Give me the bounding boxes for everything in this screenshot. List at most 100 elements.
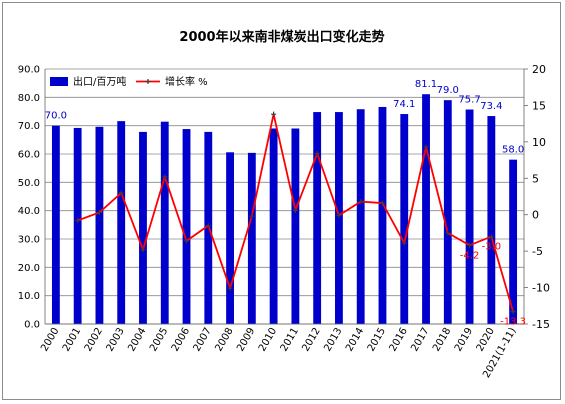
x-tick-label: 2013 bbox=[322, 326, 344, 354]
x-tick-label: 2003 bbox=[105, 326, 127, 354]
bar bbox=[117, 121, 126, 324]
x-tick-label: 2019 bbox=[453, 326, 475, 354]
bar bbox=[378, 106, 387, 324]
bar bbox=[487, 116, 496, 325]
bar bbox=[182, 129, 191, 324]
y-left-tick-label: 20.0 bbox=[18, 263, 40, 274]
line-point-marker bbox=[401, 240, 407, 246]
line-series bbox=[75, 111, 516, 315]
legend-label-export: 出口/百万吨 bbox=[73, 75, 126, 88]
x-tick-label: 2012 bbox=[301, 326, 323, 354]
x-tick-label: 2008 bbox=[213, 326, 235, 354]
y-left-tick-label: 50.0 bbox=[18, 178, 40, 189]
bar bbox=[335, 112, 343, 324]
bar bbox=[422, 94, 430, 324]
chart-title: 2000年以来南非煤炭出口变化走势 bbox=[179, 29, 384, 45]
y-right-tick-label: -10 bbox=[532, 282, 550, 295]
bar bbox=[509, 159, 518, 324]
line-point-marker bbox=[336, 212, 342, 218]
y-right-tick-label: 20 bbox=[532, 63, 546, 76]
line-point-marker bbox=[467, 242, 473, 248]
line-point-marker bbox=[140, 247, 146, 253]
y-left-tick-label: 60.0 bbox=[18, 150, 40, 161]
y-left-tick-label: 40.0 bbox=[18, 206, 40, 217]
line-point-marker bbox=[249, 213, 255, 219]
data-labels: 70.0 74.181.179.075.773.4 58.0 -4.2-3.0 -13.… bbox=[45, 79, 526, 327]
legend-label-growth: 增长率 % bbox=[165, 75, 208, 88]
bar bbox=[269, 128, 278, 324]
line-point-marker bbox=[162, 174, 168, 180]
x-tick-label: 2005 bbox=[148, 326, 170, 354]
line-point-marker bbox=[184, 238, 190, 244]
y-left-tick-label: 30.0 bbox=[18, 235, 40, 246]
bar bbox=[313, 112, 322, 324]
y-left-tick-label: 10.0 bbox=[18, 291, 40, 302]
y-right-tick-label: 15 bbox=[532, 99, 546, 112]
bar bbox=[291, 128, 300, 324]
line-point-marker bbox=[271, 111, 277, 117]
x-tick-label: 2004 bbox=[126, 326, 148, 354]
y-left-tick-label: 0.0 bbox=[24, 320, 40, 331]
bar bbox=[356, 109, 365, 324]
line-point-marker bbox=[445, 230, 451, 236]
bar-value-label: 79.0 bbox=[437, 85, 459, 96]
x-tick-label: 2015 bbox=[366, 326, 388, 354]
bar bbox=[51, 125, 60, 325]
bar bbox=[400, 114, 409, 324]
line-point-marker bbox=[205, 223, 211, 229]
bar-value-label: 58.0 bbox=[502, 145, 524, 156]
legend: 出口/百万吨 增长率 % bbox=[50, 75, 208, 88]
x-tick-label: 2000 bbox=[39, 326, 61, 354]
line-point-marker bbox=[379, 200, 385, 206]
line-point-marker bbox=[423, 144, 429, 150]
bar-series bbox=[51, 94, 518, 325]
line-point-marker bbox=[227, 285, 233, 291]
line-point-marker bbox=[75, 218, 81, 224]
x-tick-label: 2009 bbox=[235, 326, 257, 354]
x-tick-label: 2020 bbox=[475, 326, 497, 354]
y-right-tick-label: 5 bbox=[532, 172, 539, 185]
growth-value-label: -13.3 bbox=[500, 317, 526, 328]
bar-value-label: 75.7 bbox=[458, 95, 480, 106]
y-left-tick-label: 80.0 bbox=[18, 93, 40, 104]
y-left-tick-label: 70.0 bbox=[18, 121, 40, 132]
bar bbox=[139, 131, 147, 324]
y-left-tick-label: 90.0 bbox=[18, 65, 40, 76]
y-right-tick-label: -15 bbox=[532, 318, 550, 331]
bar bbox=[95, 126, 104, 324]
bar-value-label: 73.4 bbox=[480, 101, 502, 112]
chart-svg: 2000年以来南非煤炭出口变化走势 0.0 10.0 20.0 30.0 40.0 50.… bbox=[18, 29, 550, 380]
bar bbox=[465, 109, 474, 325]
bar-value-label: 74.1 bbox=[393, 99, 415, 110]
bar bbox=[160, 121, 169, 324]
x-tick-label: 2017 bbox=[409, 326, 431, 354]
legend-swatch-export bbox=[50, 77, 68, 86]
line-point-marker bbox=[292, 207, 298, 213]
y-right-tick-label: 10 bbox=[532, 136, 546, 149]
bar bbox=[73, 127, 82, 324]
line-point-marker bbox=[314, 151, 320, 157]
x-tick-label: 2014 bbox=[344, 326, 366, 354]
bar bbox=[443, 100, 452, 325]
growth-value-label: -3.0 bbox=[482, 242, 502, 253]
bar bbox=[247, 152, 256, 324]
bar bbox=[226, 152, 234, 324]
x-tick-label: 2001 bbox=[61, 326, 83, 354]
chart-frame: 2000年以来南非煤炭出口变化走势 0.0 10.0 20.0 30.0 40.0 50.… bbox=[2, 2, 561, 400]
line-point-marker bbox=[488, 234, 494, 240]
x-tick-label: 2011 bbox=[279, 326, 301, 354]
bar-value-label: 81.1 bbox=[415, 79, 437, 90]
x-tick-label: 2018 bbox=[431, 326, 453, 354]
x-tick-label: 2006 bbox=[170, 326, 192, 354]
bar-value-label: 70.0 bbox=[45, 111, 67, 122]
legend-marker-growth bbox=[145, 79, 151, 84]
line-point-marker bbox=[510, 309, 516, 315]
line-point-marker bbox=[96, 210, 102, 216]
x-tick-label: 2002 bbox=[83, 326, 105, 354]
y-right-tick-label: -5 bbox=[532, 245, 543, 258]
x-tick-label: 2010 bbox=[257, 326, 279, 354]
line-point-marker bbox=[118, 190, 124, 196]
y-right-tick-label: 0 bbox=[532, 209, 539, 222]
x-tick-label: 2007 bbox=[192, 326, 214, 354]
x-tick-label: 2016 bbox=[388, 326, 410, 354]
